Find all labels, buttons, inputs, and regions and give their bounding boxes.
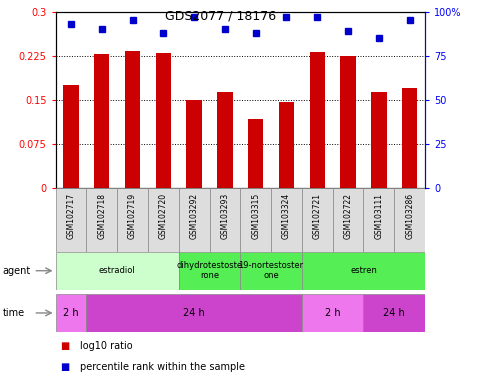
Bar [86, 188, 117, 252]
Text: GSM103111: GSM103111 [374, 193, 384, 239]
Bar [310, 51, 325, 188]
Bar [364, 188, 394, 252]
Text: GSM103286: GSM103286 [405, 193, 414, 239]
Text: dihydrotestoste
rone: dihydrotestoste rone [176, 261, 242, 280]
Text: GSM102720: GSM102720 [159, 193, 168, 239]
Text: GSM103315: GSM103315 [251, 193, 260, 240]
Bar [94, 54, 110, 188]
Bar [179, 252, 240, 290]
Bar [179, 188, 210, 252]
Bar [210, 188, 240, 252]
Bar [279, 102, 294, 188]
Text: GSM102719: GSM102719 [128, 193, 137, 239]
Bar [402, 88, 417, 188]
Text: time: time [2, 308, 25, 318]
Bar [217, 92, 233, 188]
Bar [86, 294, 302, 332]
Bar [248, 119, 263, 188]
Text: 24 h: 24 h [183, 308, 205, 318]
Text: ■: ■ [60, 341, 70, 351]
Text: GSM102721: GSM102721 [313, 193, 322, 239]
Bar [63, 85, 79, 188]
Bar [56, 294, 86, 332]
Text: GSM102717: GSM102717 [67, 193, 75, 239]
Text: 19-nortestoster
one: 19-nortestoster one [239, 261, 304, 280]
Text: ■: ■ [60, 362, 70, 372]
Text: GDS2077 / 18176: GDS2077 / 18176 [165, 10, 277, 23]
Bar [271, 188, 302, 252]
Text: 2 h: 2 h [325, 308, 341, 318]
Bar [241, 252, 302, 290]
Bar [240, 188, 271, 252]
Bar [117, 188, 148, 252]
Text: GSM102718: GSM102718 [97, 193, 106, 239]
Bar [333, 188, 364, 252]
Bar [302, 294, 364, 332]
Text: log10 ratio: log10 ratio [80, 341, 132, 351]
Text: GSM103324: GSM103324 [282, 193, 291, 240]
Bar [56, 252, 179, 290]
Text: 24 h: 24 h [384, 308, 405, 318]
Bar [148, 188, 179, 252]
Text: GSM103292: GSM103292 [190, 193, 199, 239]
Bar [371, 92, 386, 188]
Bar [302, 188, 333, 252]
Bar [156, 53, 171, 188]
Bar [56, 188, 86, 252]
Bar [364, 294, 425, 332]
Text: estradiol: estradiol [99, 266, 136, 275]
Text: GSM103293: GSM103293 [220, 193, 229, 240]
Bar [394, 188, 425, 252]
Bar [186, 100, 202, 188]
Text: estren: estren [350, 266, 377, 275]
Text: GSM102722: GSM102722 [343, 193, 353, 239]
Bar [302, 252, 425, 290]
Text: 2 h: 2 h [63, 308, 79, 318]
Bar [341, 56, 356, 188]
Text: agent: agent [2, 266, 30, 276]
Text: percentile rank within the sample: percentile rank within the sample [80, 362, 245, 372]
Bar [125, 51, 140, 188]
